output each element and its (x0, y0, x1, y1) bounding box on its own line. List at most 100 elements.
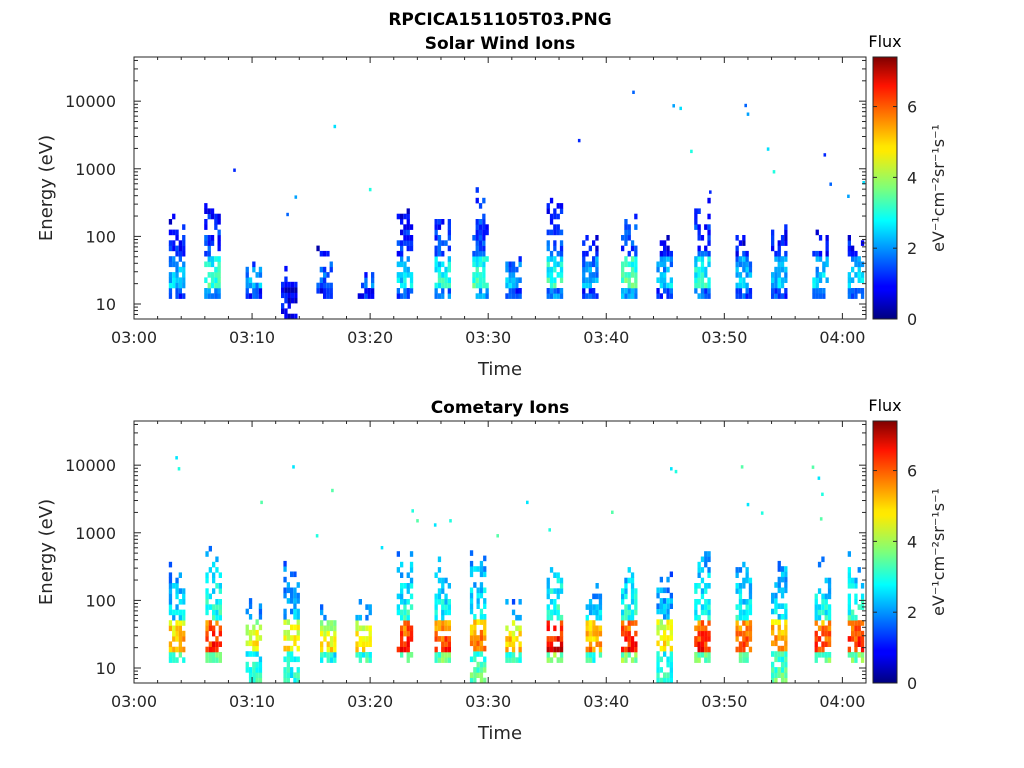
burst-solar-wind-0 (168, 213, 186, 299)
heatmap-cell (784, 571, 788, 578)
heatmap-cell (624, 293, 628, 299)
heatmap-cell (774, 582, 778, 588)
heatmap-cell (595, 245, 599, 252)
heatmap-cell (669, 592, 673, 599)
heatmap-cell (178, 277, 182, 283)
heatmap-cell (252, 677, 256, 684)
colorbar-solar-wind (872, 56, 898, 320)
heatmap-cell (585, 235, 589, 241)
isolated-point (449, 519, 452, 523)
heatmap-cell (549, 229, 554, 236)
heatmap-cell (666, 598, 670, 604)
burst-solar-wind-6 (396, 208, 414, 299)
heatmap-cell (824, 630, 828, 637)
heatmap-cell (742, 577, 746, 584)
heatmap-cell (821, 609, 825, 616)
heatmap-cell (323, 282, 327, 289)
heatmap-cell (434, 256, 438, 262)
heatmap-cell (434, 604, 438, 610)
heatmap-cell (329, 657, 334, 663)
heatmap-cell (483, 614, 487, 620)
heatmap-cell (217, 256, 221, 262)
heatmap-cell (694, 614, 698, 621)
heatmap-cell (663, 603, 667, 609)
heatmap-cell (518, 625, 522, 632)
heatmap-cell (777, 293, 781, 299)
heatmap-cell (403, 614, 407, 621)
heatmap-cell (290, 592, 294, 599)
heatmap-cell (738, 277, 743, 283)
heatmap-cell (406, 646, 410, 653)
heatmap-cell (784, 645, 788, 652)
heatmap-cell (205, 609, 209, 616)
heatmap-cell (479, 645, 484, 652)
x-tick-label: 03:40 (583, 692, 629, 711)
heatmap-cell (669, 261, 673, 268)
heatmap-cell (473, 640, 477, 647)
heatmap-cell (735, 620, 739, 626)
heatmap-cell (553, 652, 557, 658)
heatmap-cell (511, 288, 516, 294)
heatmap-cell (444, 636, 448, 642)
heatmap-cell (694, 636, 698, 642)
heatmap-cell (212, 652, 216, 658)
heatmap-cell (323, 250, 327, 257)
heatmap-cell (258, 614, 263, 620)
heatmap-cell (549, 636, 554, 642)
heatmap-cell (847, 240, 851, 246)
heatmap-cell (178, 245, 182, 252)
heatmap-cell (656, 661, 660, 668)
heatmap-cell (485, 229, 489, 236)
heatmap-cell (860, 293, 865, 299)
heatmap-cell (742, 609, 746, 616)
heatmap-cell (178, 240, 182, 246)
heatmap-cell (217, 213, 221, 220)
heatmap-cell (627, 235, 631, 241)
heatmap-cell (592, 657, 596, 663)
heatmap-cell (406, 256, 410, 262)
heatmap-cell (784, 250, 788, 257)
heatmap-cell (854, 614, 858, 621)
heatmap-cell (172, 652, 176, 658)
heatmap-cell (403, 224, 407, 230)
heatmap-cell (434, 652, 438, 658)
heatmap-cell (214, 277, 218, 283)
heatmap-cometary (168, 456, 865, 684)
heatmap-cell (669, 624, 673, 631)
heatmap-cell (818, 235, 823, 241)
heatmap-cell (168, 641, 173, 647)
heatmap-cell (588, 282, 592, 289)
heatmap-cell (824, 599, 828, 605)
heatmap-cell (777, 656, 781, 663)
heatmap-cell (553, 604, 557, 610)
burst-cometary-17 (814, 556, 832, 663)
heatmap-cell (656, 266, 660, 273)
heatmap-cell (437, 266, 442, 273)
heatmap-cell (784, 256, 788, 262)
heatmap-cell (447, 277, 451, 283)
heatmap-cell (812, 250, 816, 257)
heatmap-cell (400, 245, 404, 252)
heatmap-cell (168, 609, 173, 616)
x-tick-label: 03:00 (111, 328, 157, 347)
heatmap-cell (406, 288, 410, 294)
heatmap-cell (592, 288, 596, 294)
heatmap-cell (362, 625, 366, 632)
heatmap-cell (175, 235, 179, 241)
isolated-point (260, 500, 263, 505)
heatmap-cell (784, 288, 788, 294)
heatmap-cell (475, 224, 479, 230)
heatmap-cell (403, 599, 407, 605)
heatmap-cell (742, 561, 746, 568)
heatmap-cell (400, 641, 404, 647)
heatmap-cell (511, 636, 516, 642)
colorbar-title-cometary: Flux (868, 396, 901, 415)
heatmap-cell (248, 651, 253, 657)
heatmap-cell (748, 646, 753, 653)
heatmap-cell (290, 297, 295, 304)
heatmap-cell (582, 272, 586, 278)
heatmap-cell (595, 261, 599, 268)
heatmap-cell (780, 256, 785, 262)
heatmap-cell (475, 250, 479, 257)
heatmap-cell (815, 282, 819, 289)
